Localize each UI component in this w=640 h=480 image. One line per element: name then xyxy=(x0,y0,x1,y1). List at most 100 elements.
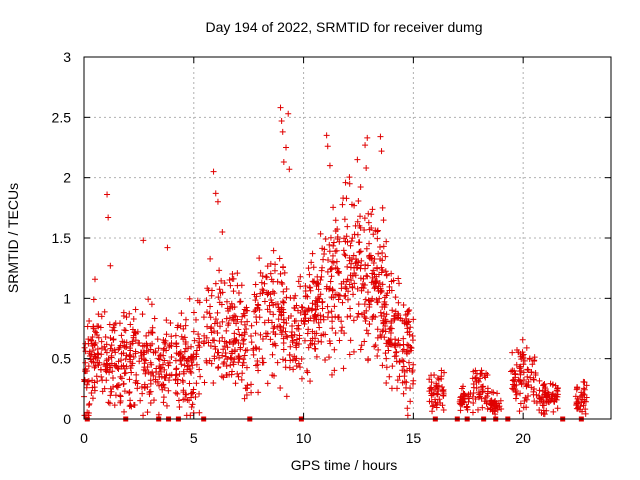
data-point xyxy=(304,308,311,315)
data-point xyxy=(84,409,91,416)
data-point xyxy=(493,402,500,409)
data-point xyxy=(282,328,289,335)
data-point xyxy=(404,325,411,332)
data-point xyxy=(357,248,364,255)
data-point xyxy=(174,324,181,331)
data-point xyxy=(178,310,185,317)
data-point xyxy=(261,319,268,326)
data-point xyxy=(121,408,128,415)
data-point xyxy=(309,305,316,312)
data-point xyxy=(541,381,548,388)
data-point xyxy=(228,355,235,362)
data-point xyxy=(312,345,319,352)
data-point xyxy=(154,336,161,343)
data-point xyxy=(176,370,183,377)
data-point xyxy=(117,399,124,406)
data-point xyxy=(145,296,152,303)
data-point xyxy=(349,235,356,242)
data-point xyxy=(106,321,113,328)
data-point xyxy=(103,349,110,356)
data-point xyxy=(141,383,148,390)
data-point xyxy=(301,318,308,325)
data-point xyxy=(174,380,181,387)
data-point xyxy=(543,392,550,399)
data-point xyxy=(120,362,127,369)
data-point xyxy=(376,243,383,250)
data-point xyxy=(130,354,137,361)
data-point xyxy=(281,269,288,276)
data-point xyxy=(382,253,389,260)
data-point xyxy=(108,388,115,395)
data-point xyxy=(216,337,223,344)
data-point xyxy=(204,309,211,316)
data-point xyxy=(509,367,516,374)
data-point xyxy=(211,353,218,360)
data-point xyxy=(233,336,240,343)
data-point xyxy=(256,306,263,313)
data-point xyxy=(299,304,306,311)
data-point xyxy=(473,384,480,391)
data-point xyxy=(297,273,304,280)
data-point xyxy=(319,305,326,312)
data-point xyxy=(313,353,320,360)
data-point xyxy=(207,314,214,321)
data-point xyxy=(309,328,316,335)
data-point xyxy=(377,133,384,140)
data-point xyxy=(509,377,516,384)
data-point xyxy=(139,390,146,397)
data-point xyxy=(276,255,283,262)
data-point xyxy=(151,315,158,322)
data-point xyxy=(359,280,366,287)
data-point xyxy=(520,361,527,368)
data-point xyxy=(241,321,248,328)
data-point xyxy=(331,303,338,310)
data-point xyxy=(108,342,115,349)
data-point xyxy=(91,276,98,283)
data-point xyxy=(241,306,248,313)
data-point xyxy=(251,308,258,315)
data-point xyxy=(400,335,407,342)
data-point xyxy=(388,270,395,277)
data-point xyxy=(524,373,531,380)
data-point xyxy=(336,337,343,344)
data-point xyxy=(147,388,154,395)
data-point xyxy=(84,323,91,330)
data-point xyxy=(263,289,270,296)
data-point xyxy=(342,292,349,299)
data-point xyxy=(219,318,226,325)
data-point xyxy=(235,326,242,333)
data-point xyxy=(196,390,203,397)
data-point xyxy=(347,305,354,312)
data-point xyxy=(481,373,488,380)
data-point xyxy=(210,168,217,175)
data-point xyxy=(137,397,144,404)
data-point xyxy=(120,350,127,357)
data-point xyxy=(428,372,435,379)
data-point xyxy=(381,313,388,320)
data-point xyxy=(110,336,117,343)
data-point xyxy=(197,373,204,380)
data-point xyxy=(402,311,409,318)
data-point xyxy=(289,323,296,330)
data-point xyxy=(234,282,241,289)
data-point xyxy=(389,363,396,370)
data-point xyxy=(382,268,389,275)
data-point xyxy=(214,198,221,205)
data-point xyxy=(196,409,203,416)
data-point xyxy=(379,281,386,288)
data-point xyxy=(581,386,588,393)
data-point xyxy=(292,317,299,324)
data-point xyxy=(578,389,585,396)
data-point xyxy=(395,275,402,282)
data-point xyxy=(109,368,116,375)
data-point xyxy=(376,295,383,302)
data-point xyxy=(383,271,390,278)
data-point xyxy=(545,398,552,405)
data-point xyxy=(115,358,122,365)
data-point xyxy=(540,402,547,409)
data-point xyxy=(243,364,250,371)
data-point xyxy=(210,380,217,387)
data-point xyxy=(364,134,371,141)
data-point xyxy=(212,343,219,350)
data-point xyxy=(327,278,334,285)
